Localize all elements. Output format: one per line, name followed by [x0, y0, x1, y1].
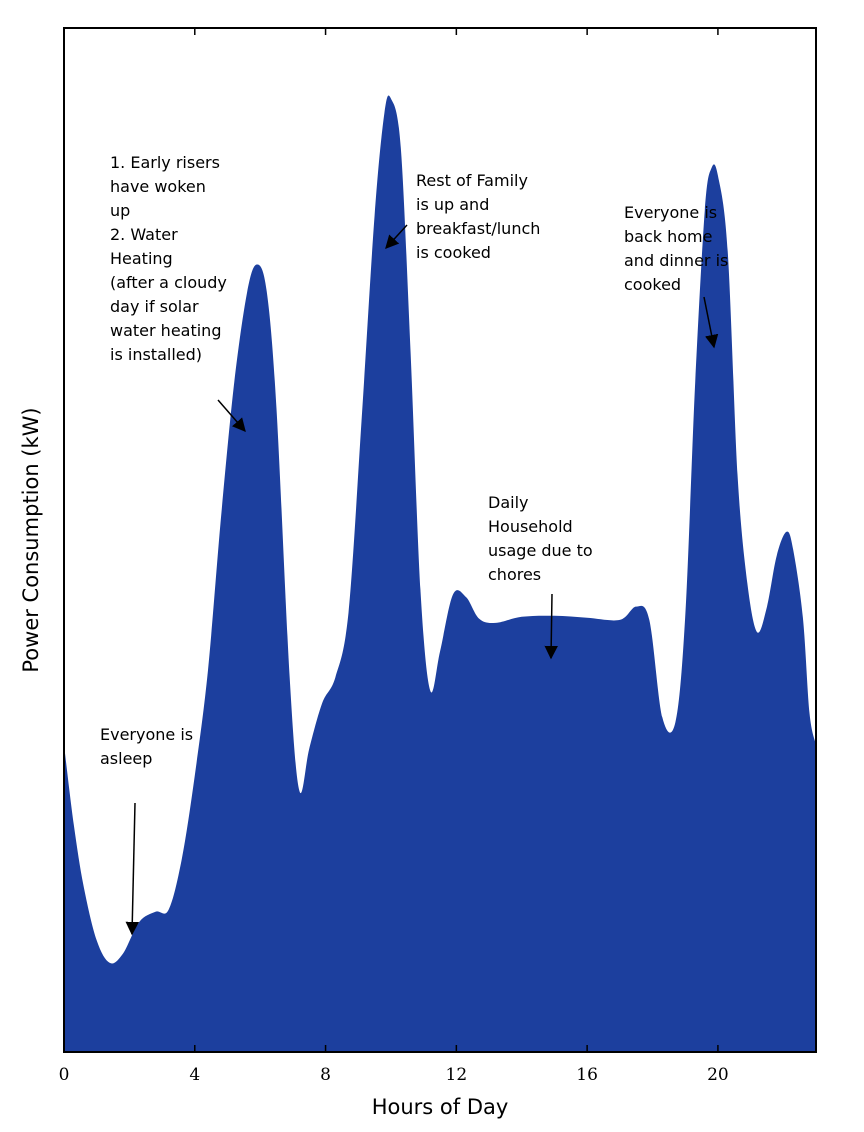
plot-frame	[63, 27, 817, 1053]
annotation-line: is installed)	[110, 345, 202, 364]
annotation-line: Rest of Family	[416, 171, 528, 190]
annotation-line: asleep	[100, 749, 152, 768]
x-tick-label: 12	[446, 1065, 468, 1085]
annotation-line: chores	[488, 565, 541, 584]
annotation-everyone-back-home: Everyone is back home and dinner is cook…	[624, 203, 733, 294]
power-area-series	[64, 95, 816, 1053]
x-axis-title: Hours of Day	[372, 1095, 509, 1119]
x-tick-label: 8	[320, 1065, 331, 1085]
annotation-line: cooked	[624, 275, 681, 294]
annotation-early-risers: 1. Early risers have woken up 2. Water H…	[110, 153, 232, 364]
annotation-line: 2. Water	[110, 225, 178, 244]
annotation-line: up	[110, 201, 130, 220]
x-tick-label: 0	[59, 1065, 70, 1085]
annotation-line: Daily	[488, 493, 528, 512]
annotation-line: Heating	[110, 249, 173, 268]
arrow-rest-of-family	[385, 224, 408, 249]
x-tick-label: 16	[576, 1065, 598, 1085]
annotation-line: Everyone is	[624, 203, 717, 222]
annotation-line: back home	[624, 227, 712, 246]
annotation-line: and dinner is	[624, 251, 728, 270]
annotation-line: usage due to	[488, 541, 593, 560]
annotation-line: Household	[488, 517, 573, 536]
annotation-line: Everyone is	[100, 725, 193, 744]
annotation-line: (after a cloudy	[110, 273, 227, 292]
annotation-everyone-asleep: Everyone is asleep	[100, 725, 198, 768]
annotation-line: day if solar	[110, 297, 199, 316]
x-tick-label: 20	[707, 1065, 729, 1085]
annotation-line: water heating	[110, 321, 221, 340]
arrow-daily-household	[544, 593, 558, 660]
annotation-line: breakfast/lunch	[416, 219, 540, 238]
annotation-line: have woken	[110, 177, 206, 196]
arrow-everyone-back-home	[703, 296, 719, 349]
arrow-everyone-asleep	[125, 802, 140, 936]
annotation-line: is cooked	[416, 243, 491, 262]
arrow-early-risers	[217, 399, 246, 433]
x-tick-label: 4	[189, 1065, 200, 1085]
annotation-line: is up and	[416, 195, 489, 214]
annotation-rest-of-family: Rest of Family is up and breakfast/lunch…	[416, 171, 546, 262]
y-axis-title: Power Consumption (kW)	[19, 407, 43, 672]
annotation-daily-household: Daily Household usage due to chores	[488, 493, 598, 584]
annotation-line: 1. Early risers	[110, 153, 220, 172]
